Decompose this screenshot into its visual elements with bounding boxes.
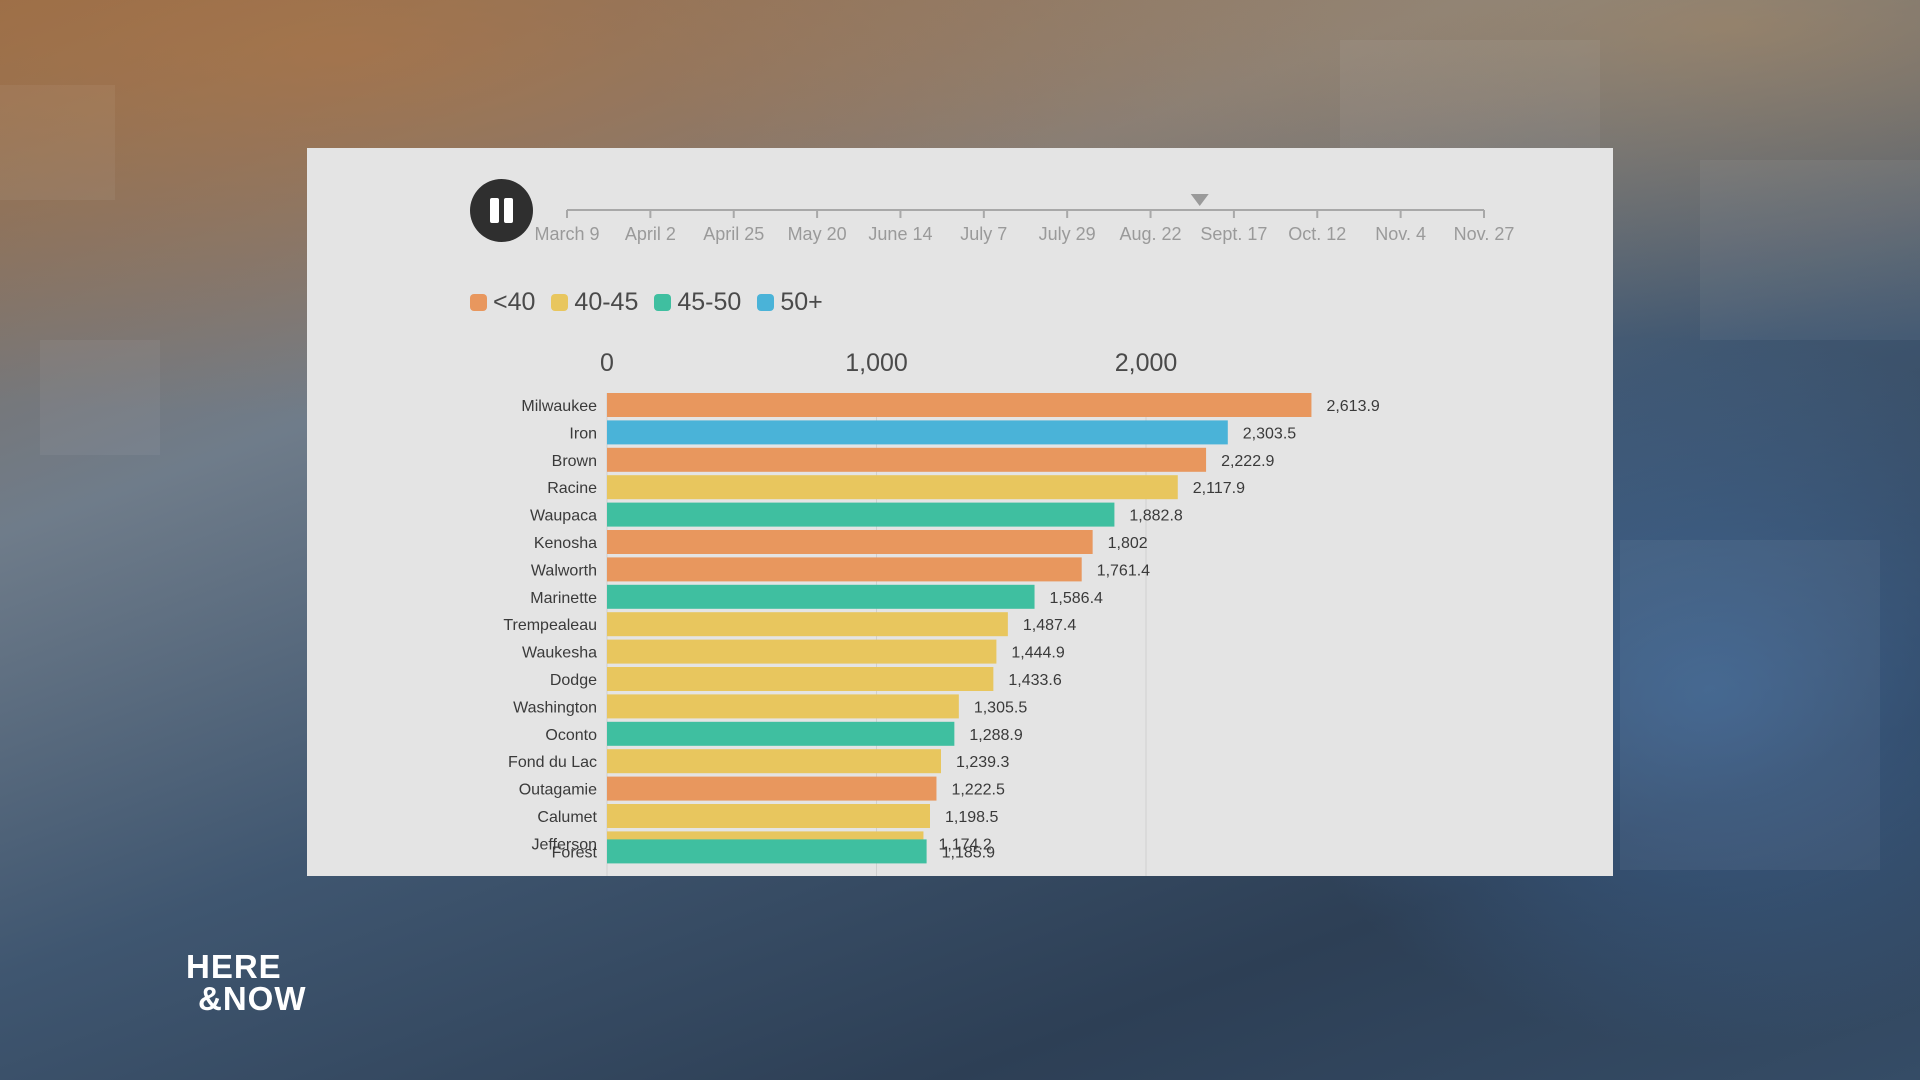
bar	[607, 530, 1093, 554]
legend-item: <40	[470, 288, 535, 317]
value-label: 1,487.4	[1023, 617, 1076, 634]
category-label: Trempealeau	[503, 617, 597, 634]
value-label: 2,222.9	[1221, 453, 1274, 470]
category-label: Waupaca	[530, 508, 597, 525]
timeline-date-label[interactable]: July 7	[960, 224, 1008, 244]
value-label: 1,239.3	[956, 754, 1009, 771]
bar	[607, 447, 1207, 472]
legend-swatch	[757, 294, 775, 311]
pause-button[interactable]	[470, 179, 533, 242]
bar	[607, 694, 959, 719]
bar	[607, 502, 1115, 527]
x-tick-label: 1,000	[845, 349, 908, 377]
timeline-date-label[interactable]: April 2	[624, 224, 676, 244]
bar-chart: 0 1,000 2,000 Milwaukee 2,613.9 Iron 2,303.5 Br…	[503, 349, 1380, 876]
bar	[607, 776, 937, 801]
value-label: 1,185.9	[942, 844, 995, 861]
timeline-date-label[interactable]: June 14	[868, 224, 933, 244]
value-label: 1,288.9	[969, 727, 1022, 744]
timeline-date-label[interactable]: Nov. 4	[1375, 224, 1426, 244]
timeline-handle[interactable]	[1190, 194, 1209, 206]
value-label: 1,761.4	[1097, 562, 1150, 579]
value-label: 1,444.9	[1011, 645, 1064, 662]
category-label: Outagamie	[519, 782, 597, 799]
category-label: Iron	[569, 425, 597, 442]
timeline-slider[interactable]: March 9 April 2 April 25 May 20 June 14 July …	[307, 148, 1613, 258]
x-tick-label: 2,000	[1115, 349, 1178, 377]
logo-line-2: &NOW	[198, 980, 307, 1017]
legend-item: 45-50	[654, 288, 741, 317]
bar	[607, 420, 1228, 445]
bar	[607, 804, 930, 828]
legend-swatch	[654, 294, 672, 311]
category-label: Fond du Lac	[508, 754, 597, 771]
value-label: 1,174.2	[938, 836, 991, 853]
category-label: Jefferson	[531, 836, 597, 853]
legend-label: 50+	[780, 288, 823, 316]
category-label: Brown	[552, 453, 597, 470]
value-label: 1,222.5	[951, 782, 1004, 799]
logo-line-1: HERE	[186, 948, 282, 985]
timeline-date-label[interactable]: Oct. 12	[1288, 224, 1347, 244]
category-label: Calumet	[537, 809, 597, 826]
bar	[607, 721, 955, 746]
x-tick-label: 0	[600, 349, 614, 377]
value-label: 1,802	[1108, 535, 1148, 552]
chart-legend: <40 40-45 45-50 50+	[470, 288, 823, 317]
bar	[607, 612, 1008, 637]
category-label: Washington	[513, 699, 597, 716]
timeline-date-label[interactable]: Nov. 27	[1453, 224, 1515, 244]
legend-swatch	[551, 294, 569, 311]
value-label: 2,117.9	[1193, 480, 1245, 497]
timeline-date-label[interactable]: April 25	[703, 224, 765, 244]
bar	[607, 584, 1035, 609]
legend-label: 40-45	[574, 288, 639, 316]
bar	[607, 557, 1082, 582]
legend-label: <40	[493, 288, 536, 316]
value-label: 2,303.5	[1243, 425, 1296, 442]
timeline-date-label[interactable]: Aug. 22	[1119, 224, 1182, 244]
bar	[607, 639, 997, 664]
category-label: Waukesha	[522, 645, 597, 662]
value-label: 1,882.8	[1129, 508, 1182, 525]
category-label: Dodge	[550, 672, 597, 689]
bar	[607, 393, 1312, 417]
category-label: Forest	[552, 844, 598, 861]
timeline-date-label[interactable]: May 20	[787, 224, 847, 244]
timeline-date-label[interactable]: March 9	[534, 224, 600, 244]
category-label: Marinette	[530, 590, 597, 607]
value-label: 1,586.4	[1050, 590, 1103, 607]
value-label: 1,198.5	[945, 809, 998, 826]
here-and-now-logo: HERE &NOW	[186, 948, 307, 1017]
category-label: Milwaukee	[521, 398, 597, 415]
pause-icon	[504, 198, 513, 223]
legend-label: 45-50	[677, 288, 742, 316]
legend-item: 50+	[757, 288, 823, 317]
bar	[607, 475, 1178, 500]
value-label: 1,305.5	[974, 699, 1027, 716]
legend-item: 40-45	[551, 288, 638, 317]
legend-swatch	[470, 294, 487, 311]
pause-icon	[490, 198, 499, 223]
value-label: 1,433.6	[1008, 672, 1061, 689]
bar	[607, 749, 941, 774]
timeline-date-label[interactable]: July 29	[1038, 224, 1096, 244]
timeline-date-label[interactable]: Sept. 17	[1200, 224, 1268, 244]
bar	[607, 839, 927, 864]
chart-panel: March 9 April 2 April 25 May 20 June 14 July …	[307, 148, 1613, 876]
bar	[607, 667, 994, 691]
category-label: Oconto	[545, 727, 597, 744]
category-label: Racine	[547, 480, 597, 497]
value-label: 2,613.9	[1326, 398, 1379, 415]
category-label: Kenosha	[534, 535, 597, 552]
category-label: Walworth	[531, 562, 597, 579]
